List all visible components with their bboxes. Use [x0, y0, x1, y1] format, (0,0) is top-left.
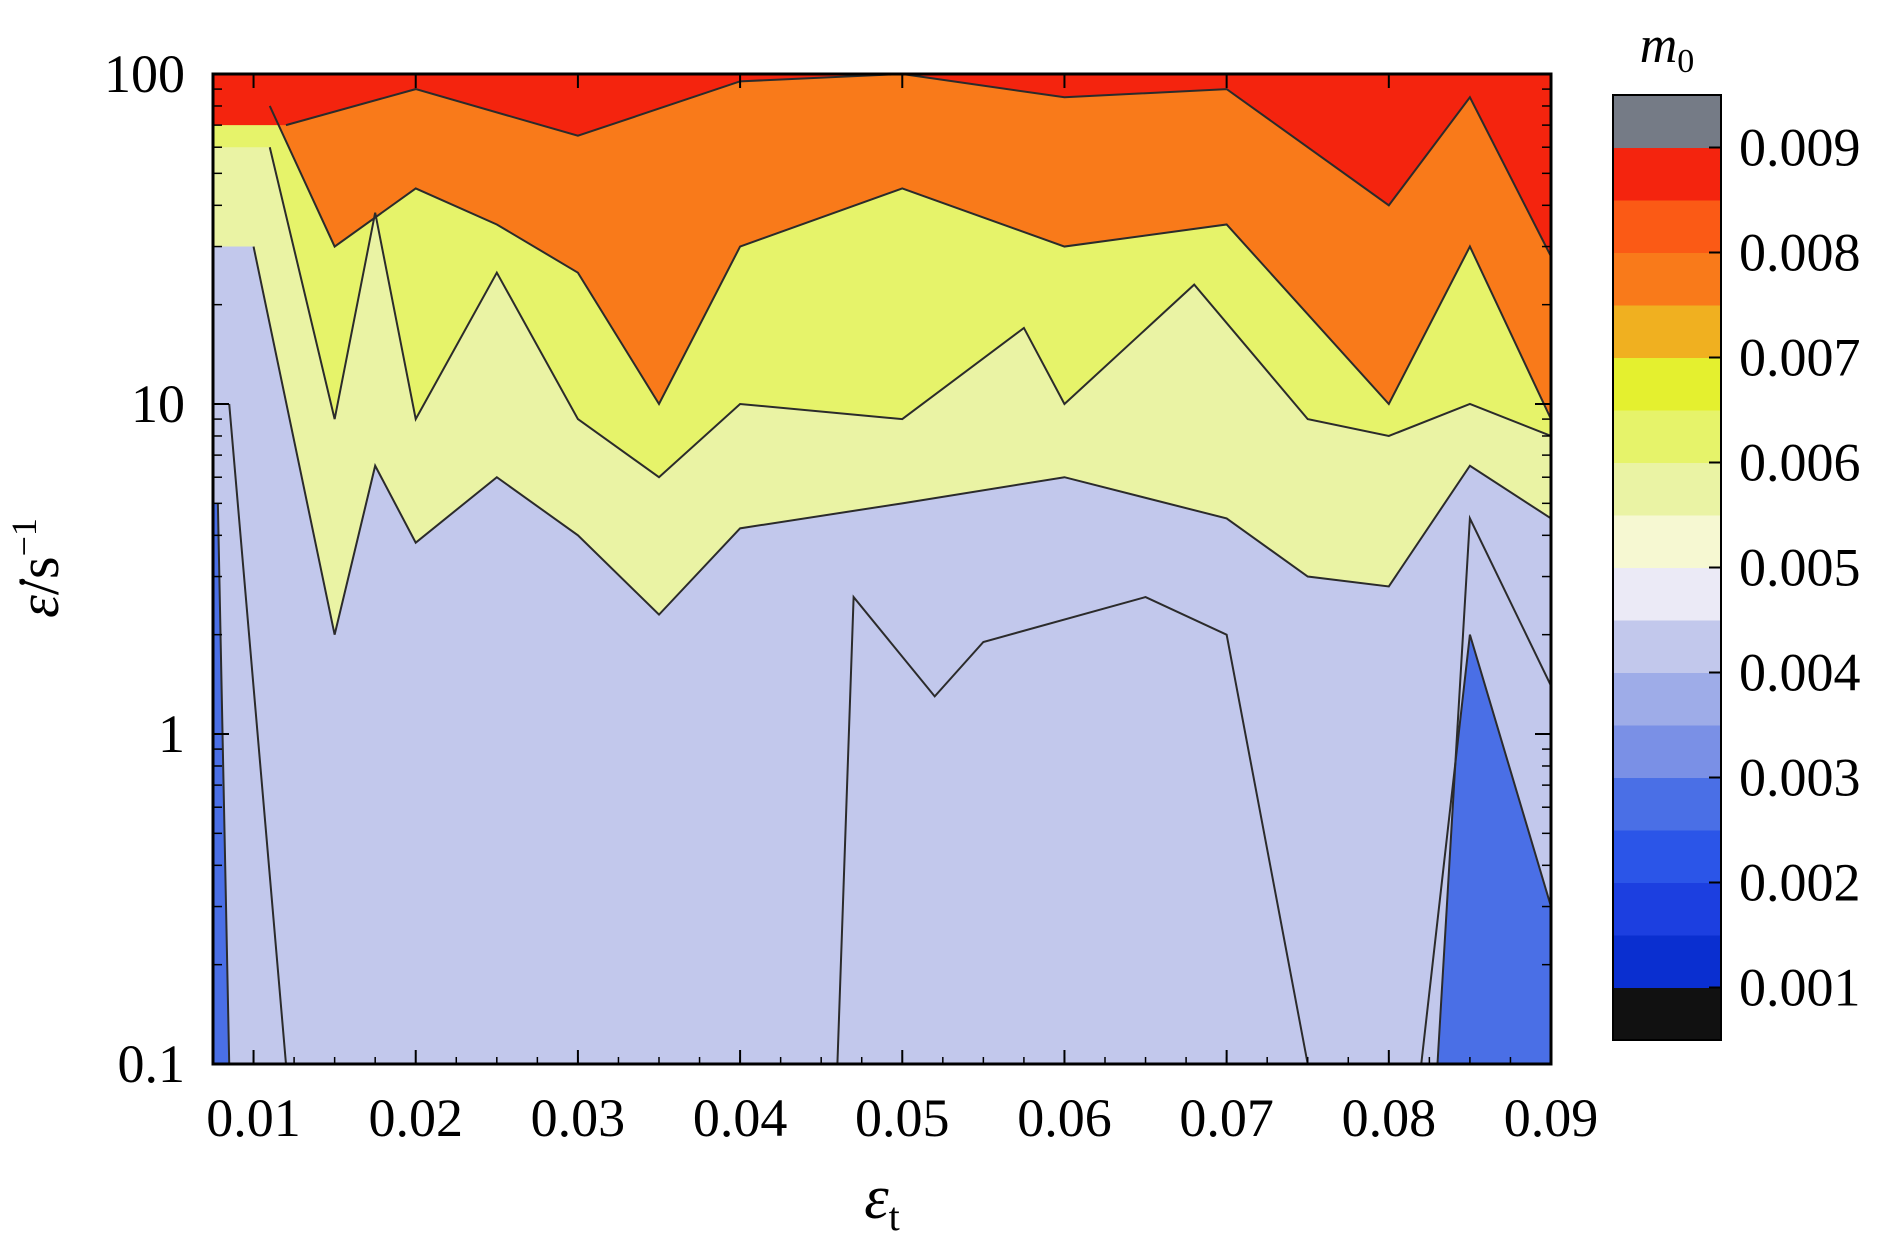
x-axis-label-symbol: ε [864, 1164, 889, 1232]
colorbar-title-subscript: 0 [1677, 43, 1694, 80]
colorbar-segment [1613, 357, 1721, 411]
colorbar-segment [1613, 882, 1721, 936]
x-tick-label: 0.09 [1504, 1088, 1599, 1148]
contour-fill-layer [213, 74, 1551, 1064]
x-axis-label: εt [864, 1164, 900, 1239]
colorbar-tick-label: 0.009 [1739, 118, 1861, 178]
contour-line [252, 246, 1551, 635]
y-tick-label: 0.1 [118, 1034, 186, 1094]
y-tick-label: 100 [104, 44, 185, 104]
colorbar-segment [1613, 410, 1721, 463]
contour-line [228, 403, 1551, 1064]
colorbar-segment [1613, 147, 1721, 201]
svg-text:ε̇/s−1: ε̇/s−1 [4, 518, 71, 618]
colorbar-title-symbol: m [1640, 17, 1678, 74]
contour-line [285, 74, 1551, 257]
colorbar-segment [1613, 305, 1721, 358]
colorbar-tick-label: 0.004 [1739, 643, 1861, 703]
x-axis-label-subscript: t [889, 1194, 900, 1239]
colorbar-segment [1613, 567, 1721, 621]
colorbar-tick-label: 0.002 [1739, 853, 1861, 913]
contour-line-layer [216, 74, 1551, 1064]
colorbar-segment [1613, 252, 1721, 306]
colorbar-tick-label: 0.003 [1739, 748, 1861, 808]
y-axis-ticks: 0.1 1 10 100 [104, 44, 1551, 1094]
y-axis-label-exponent: −1 [4, 518, 44, 556]
y-tick-label: 10 [131, 374, 185, 434]
colorbar-segment [1613, 672, 1721, 726]
x-tick-label: 0.04 [693, 1088, 788, 1148]
colorbar-tick-label: 0.007 [1739, 328, 1861, 388]
x-tick-label: 0.07 [1179, 1088, 1274, 1148]
contour-region [213, 74, 1551, 257]
y-axis-label: ε̇/s−1 [4, 518, 71, 618]
x-tick-label: 0.08 [1342, 1088, 1437, 1148]
colorbar-ticks: 0.001 0.002 0.003 0.004 0.005 0.006 0.007 0.008… [1709, 118, 1861, 1018]
y-axis-label-unit: /s [6, 556, 71, 595]
x-tick-label: 0.02 [368, 1088, 463, 1148]
y-tick-label: 1 [158, 704, 185, 764]
colorbar-segment [1613, 462, 1721, 516]
colorbar-tick-label: 0.008 [1739, 223, 1861, 283]
contour-region [213, 74, 1551, 420]
x-tick-label: 0.03 [531, 1088, 626, 1148]
contour-line [268, 146, 1551, 479]
colorbar-segment [1613, 935, 1721, 988]
x-tick-label: 0.01 [206, 1088, 301, 1148]
colorbar-segment [1613, 777, 1721, 831]
colorbar-tick-label: 0.006 [1739, 433, 1861, 493]
colorbar-tick-label: 0.001 [1739, 958, 1861, 1018]
colorbar-segment [1613, 95, 1721, 148]
x-tick-label: 0.05 [855, 1088, 950, 1148]
colorbar-segment [1613, 725, 1721, 778]
colorbar-segment [1613, 987, 1721, 1041]
colorbar-segment [1613, 200, 1721, 253]
colorbar-segment [1613, 515, 1721, 568]
colorbar-segment [1613, 620, 1721, 673]
colorbar-frame [1612, 94, 1722, 1041]
colorbar-tick-label: 0.005 [1739, 538, 1861, 598]
x-axis-ticks: 0.01 0.02 0.03 0.04 0.05 0.06 0.07 0.08 0.09 [206, 74, 1598, 1148]
colorbar-title: m0 [1640, 17, 1695, 80]
x-tick-label: 0.06 [1017, 1088, 1112, 1148]
colorbar-segment [1613, 830, 1721, 883]
contour-line [216, 503, 1551, 1064]
plot-frame [211, 72, 1553, 1066]
colorbar [1613, 95, 1721, 1041]
contour-line [268, 105, 1551, 420]
